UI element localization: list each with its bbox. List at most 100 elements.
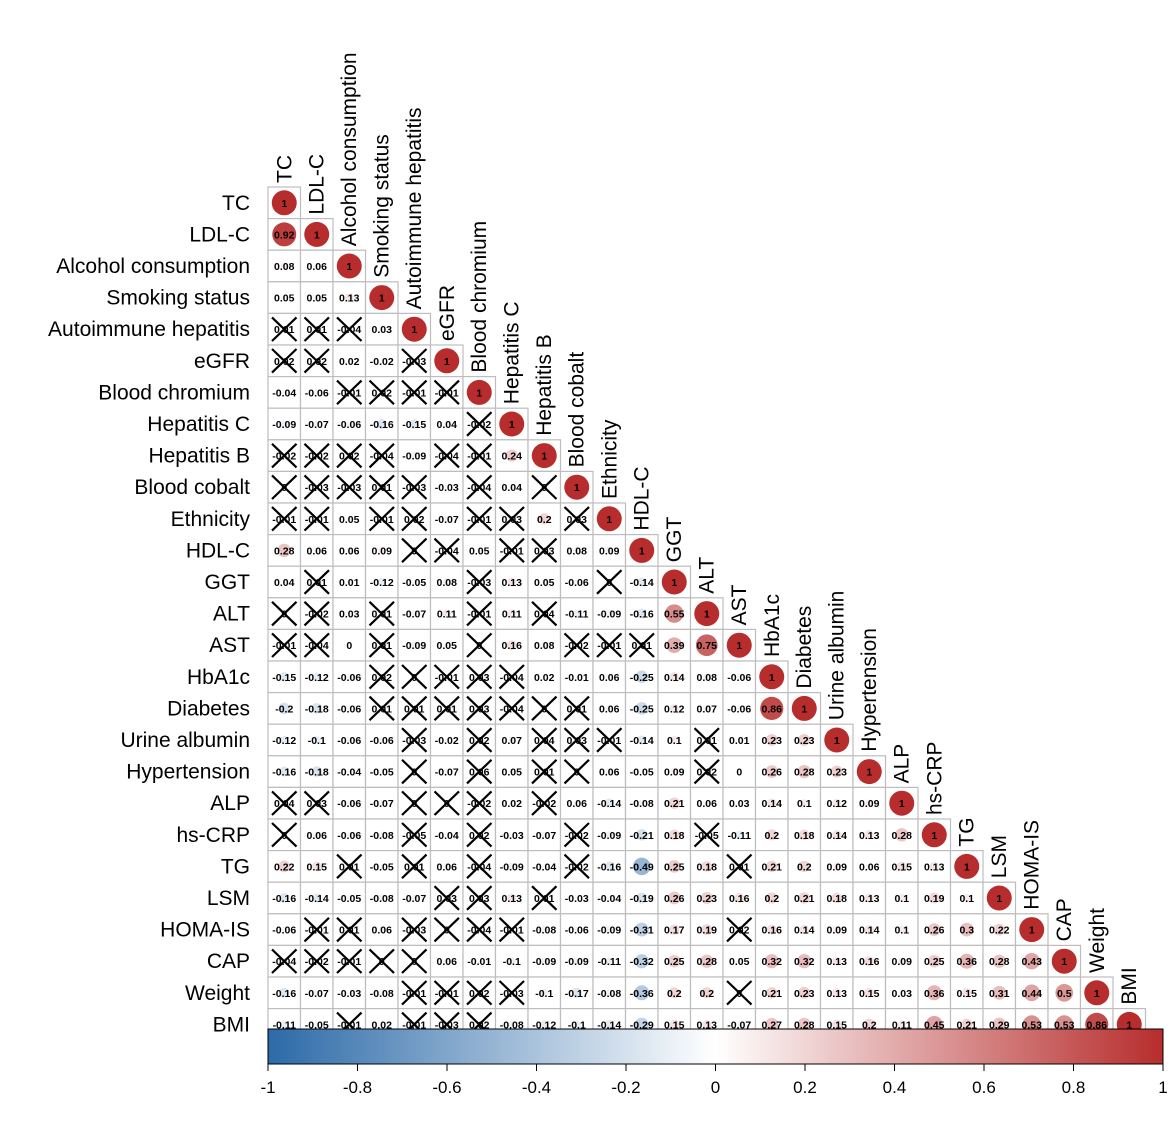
cell-value: 0.36 xyxy=(924,988,945,1000)
correlation-circle xyxy=(736,958,743,964)
insignificant-cross-mark xyxy=(401,790,428,816)
cell-value: -0.31 xyxy=(630,925,654,937)
matrix-cell: -0.07 xyxy=(527,818,562,852)
matrix-cell: 0.13 xyxy=(819,976,854,1010)
matrix-cell: -0.04 xyxy=(462,849,497,883)
matrix-cell: 0.11 xyxy=(494,597,529,630)
correlation-circle xyxy=(277,543,291,558)
matrix-cell: 0.01 xyxy=(332,565,367,599)
insignificant-cross-mark xyxy=(271,790,298,816)
row-label: ALT xyxy=(213,603,250,626)
matrix-cell: 1 xyxy=(462,376,497,409)
insignificant-cross-mark xyxy=(401,727,428,753)
insignificant-cross-mark xyxy=(368,474,395,500)
matrix-cell: -0.07 xyxy=(364,786,399,820)
insignificant-cross-mark xyxy=(336,474,363,500)
correlation-circle xyxy=(636,892,648,904)
matrix-cell: -0.04 xyxy=(267,376,302,409)
cell-value: 1 xyxy=(801,703,807,715)
correlation-circle xyxy=(509,484,515,490)
matrix-cell: 0.09 xyxy=(819,913,854,946)
matrix-cell: 0.25 xyxy=(917,944,952,978)
correlation-circle xyxy=(1055,983,1074,1002)
cell-value: 0.06 xyxy=(599,672,620,684)
matrix-cell: 0.32 xyxy=(787,944,822,978)
cell-value: 0.09 xyxy=(892,956,913,968)
insignificant-cross-mark xyxy=(466,853,493,879)
matrix-cell: -0.02 xyxy=(559,849,594,883)
matrix-cell: 0 xyxy=(397,944,432,978)
row-label: TG xyxy=(221,855,250,878)
cell-value: 0.06 xyxy=(339,545,360,557)
matrix-cell: -0.02 xyxy=(559,628,594,662)
matrix-cell: 0.23 xyxy=(787,976,822,1010)
matrix-cell: -0.09 xyxy=(592,818,627,852)
correlation-circle xyxy=(444,485,449,490)
cell-value: 0.05 xyxy=(307,293,328,305)
correlation-circle xyxy=(508,768,515,775)
matrix-cell: 0.21 xyxy=(657,786,692,820)
correlation-circle xyxy=(509,832,514,837)
matrix-cell: -0.05 xyxy=(332,881,367,915)
column-label: AST xyxy=(728,584,751,625)
cell-value: 1 xyxy=(346,261,352,273)
cell-value: 0.28 xyxy=(892,830,913,842)
correlation-circle xyxy=(304,221,330,247)
cell-value: 0.2 xyxy=(537,514,552,526)
matrix-cell: -0.04 xyxy=(364,439,399,472)
correlation-circle xyxy=(378,926,385,933)
matrix-cell: 0.03 xyxy=(462,691,497,725)
matrix-cell: 0.28 xyxy=(982,944,1017,978)
correlation-circle xyxy=(959,922,974,937)
matrix-cell: 0.03 xyxy=(462,660,497,694)
cell-value: 0.1 xyxy=(667,735,682,747)
column-label: Urine albumin xyxy=(826,591,849,721)
insignificant-cross-mark xyxy=(303,948,330,974)
correlation-circle xyxy=(377,577,387,587)
matrix-cell: -0.01 xyxy=(429,376,464,409)
cell-value: -0.09 xyxy=(565,956,589,968)
cell-value: -0.08 xyxy=(630,798,654,810)
cell-value: 0.18 xyxy=(664,830,685,842)
column-label: HOMA-IS xyxy=(1021,820,1044,910)
insignificant-cross-mark xyxy=(726,853,753,879)
correlation-circle xyxy=(378,989,386,997)
matrix-cell: -0.03 xyxy=(462,565,497,599)
cell-value: 1 xyxy=(1126,1019,1132,1031)
matrix-cell: 0.05 xyxy=(332,502,367,536)
correlation-circle xyxy=(798,829,810,841)
matrix-cell: 0.23 xyxy=(819,755,854,788)
cell-value: 1 xyxy=(476,387,482,399)
cell-value: 0.12 xyxy=(664,703,685,715)
insignificant-cross-mark xyxy=(498,695,525,721)
matrix-cell: 1 xyxy=(1079,976,1114,1010)
correlation-circle xyxy=(348,580,351,584)
cell-value: -0.05 xyxy=(305,1019,329,1031)
correlation-circle xyxy=(633,857,651,876)
matrix-cell: -0.02 xyxy=(299,944,334,978)
correlation-circle xyxy=(701,924,713,936)
row-labels: TC LDL-C Alcohol consumption Smoking status… xyxy=(48,192,250,1037)
matrix-cell: -0.16 xyxy=(267,881,302,915)
matrix-cell: 0.06 xyxy=(364,913,399,946)
row-label: HbA1c xyxy=(187,666,250,689)
matrix-cell: -0.02 xyxy=(527,786,562,820)
matrix-cell: -0.25 xyxy=(624,691,659,725)
matrix-cell: 0.26 xyxy=(657,881,692,915)
correlation-circle xyxy=(379,327,384,332)
correlation-circle xyxy=(992,1017,1006,1032)
insignificant-cross-mark xyxy=(271,948,298,974)
matrix-cell: 0.09 xyxy=(819,849,854,883)
cell-value: 0.22 xyxy=(989,925,1010,937)
cell-value: -0.08 xyxy=(532,925,556,937)
matrix-cell: 1 xyxy=(884,786,919,820)
cell-value: 0.08 xyxy=(697,672,718,684)
cell-value: 0.06 xyxy=(599,703,620,715)
correlation-circle xyxy=(669,1019,680,1030)
cell-value: -0.19 xyxy=(630,893,654,905)
cell-value: 0.08 xyxy=(437,577,458,589)
correlation-circle xyxy=(800,799,809,808)
correlation-circle xyxy=(280,262,288,270)
cell-value: -0.16 xyxy=(272,988,296,1000)
matrix-cell: 0.02 xyxy=(267,344,302,378)
